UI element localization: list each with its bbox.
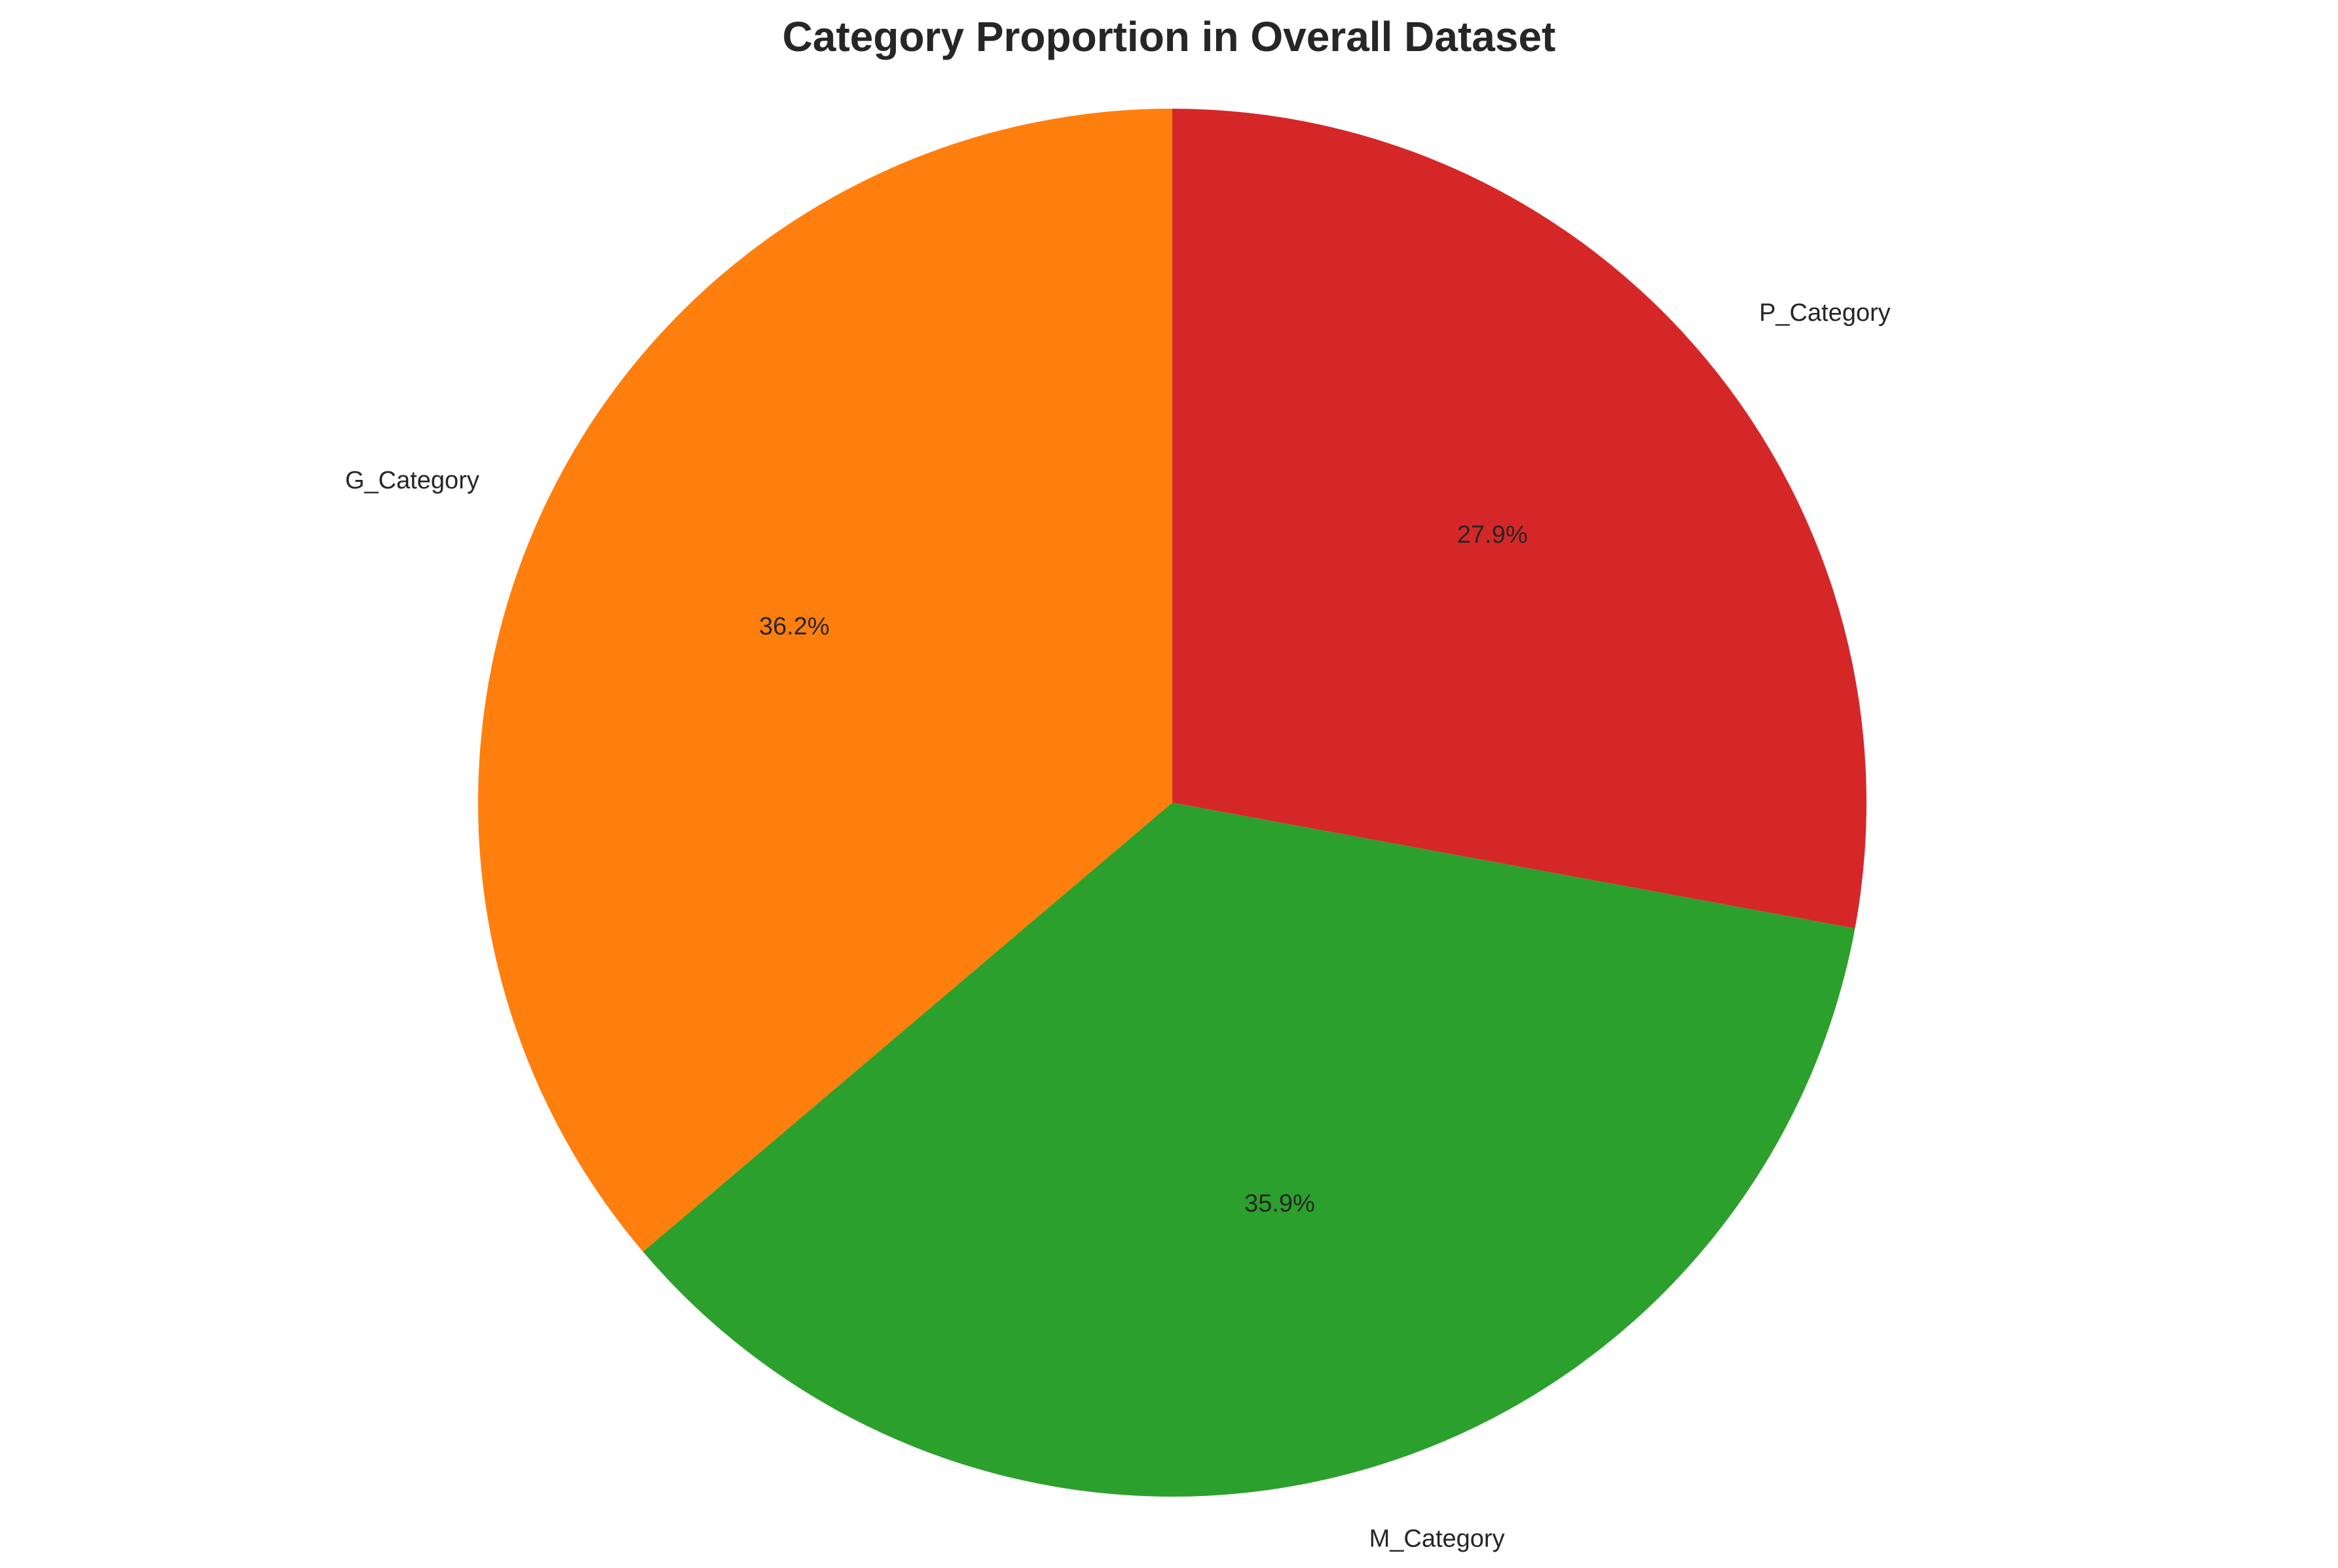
pct-label-p-category: 27.9% xyxy=(1457,521,1528,549)
slice-label-g-category: G_Category xyxy=(345,467,479,494)
chart-title: Category Proportion in Overall Dataset xyxy=(783,13,1556,60)
pie-slices xyxy=(478,109,1866,1497)
pie-labels: G_Category 36.2% M_Category 35.9% P_Category… xyxy=(345,299,1891,1553)
pie-slice-g-category xyxy=(478,109,1172,1252)
slice-label-p-category: P_Category xyxy=(1759,299,1891,327)
pct-label-m-category: 35.9% xyxy=(1244,1190,1315,1218)
pct-label-g-category: 36.2% xyxy=(759,613,830,640)
pie-slice-p-category xyxy=(1172,109,1866,929)
slice-label-m-category: M_Category xyxy=(1369,1525,1505,1553)
pie-slice-m-category xyxy=(642,803,1855,1497)
